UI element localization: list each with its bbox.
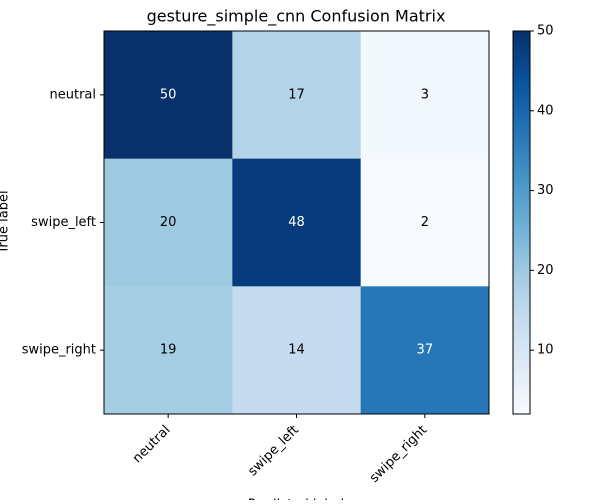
y-tick-label: swipe_right (22, 343, 96, 358)
heatmap-cell (104, 286, 233, 415)
x-tick-label: swipe_right (367, 423, 430, 486)
x-tick-label: neutral (130, 423, 173, 466)
heatmap-cell (360, 158, 490, 287)
cell-label: 14 (288, 343, 305, 358)
cell-label: 2 (421, 215, 429, 230)
cell-label: 19 (160, 343, 177, 358)
cell-label: 37 (417, 343, 434, 358)
cell-label: 50 (160, 87, 177, 102)
colorbar-tick-label: 40 (537, 103, 554, 118)
heatmap-cell (360, 31, 490, 160)
heatmap-cell (104, 158, 233, 287)
cell-label: 3 (421, 87, 429, 102)
heatmap-cell (360, 286, 490, 415)
heatmap-cell (232, 158, 362, 287)
chart-title: gesture_simple_cnn Confusion Matrix (147, 7, 446, 27)
colorbar-tick-label: 30 (537, 183, 554, 198)
cell-label: 20 (160, 215, 177, 230)
y-tick-label: neutral (50, 87, 97, 102)
heatmap-cell (232, 31, 362, 160)
cell-label: 17 (288, 87, 305, 102)
y-tick-label: swipe_left (31, 215, 96, 230)
colorbar-tick-label: 10 (537, 343, 554, 358)
colorbar-tick-label: 50 (537, 24, 554, 39)
cell-label: 48 (288, 215, 305, 230)
y-axis-label: True label (0, 190, 12, 254)
x-tick-label: swipe_left (245, 423, 301, 479)
heatmap-cell (232, 286, 362, 415)
heatmap-cell (104, 31, 233, 160)
colorbar-tick-label: 20 (537, 263, 554, 278)
colorbar (512, 30, 531, 415)
